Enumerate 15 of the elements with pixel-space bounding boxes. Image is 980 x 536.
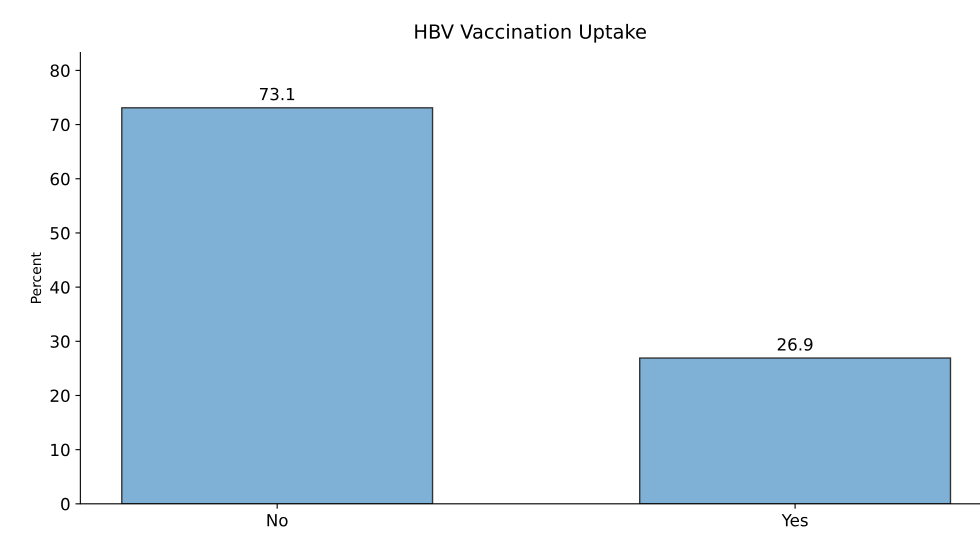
y-tick-label: 80: [50, 64, 70, 77]
y-axis-title: Percent: [30, 252, 42, 303]
x-tick-label: Yes: [782, 514, 808, 526]
y-tick-label: 10: [51, 444, 70, 456]
y-tick-label: 0: [61, 498, 70, 510]
chart-title: HBV Vaccination Uptake: [415, 24, 646, 43]
data-label: 73.1: [260, 88, 294, 100]
y-tick-label: 50: [50, 226, 70, 240]
x-tick-label: No: [267, 514, 288, 526]
y-tick-label: 40: [50, 281, 70, 294]
y-tick-label: 70: [50, 118, 70, 132]
y-tick-label: 20: [50, 389, 70, 402]
y-tick-label: 30: [50, 335, 70, 348]
data-label: 26.9: [778, 338, 812, 351]
y-tick-label: 60: [50, 172, 70, 186]
